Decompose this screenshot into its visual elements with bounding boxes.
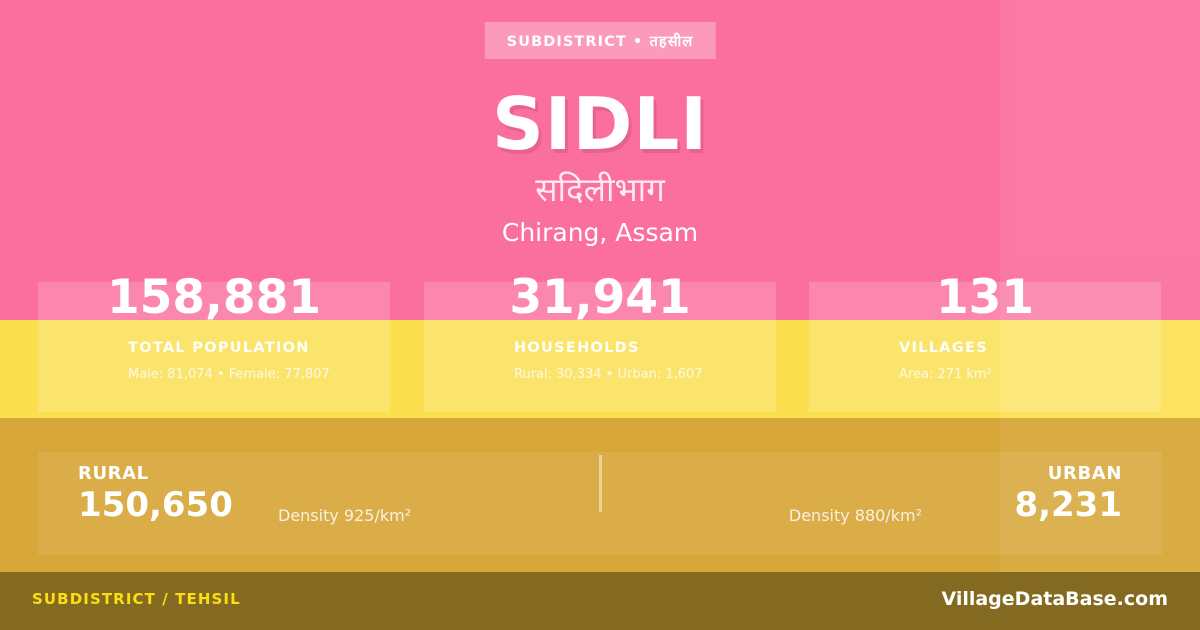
stat-card-total-population: 158,881 TOTAL POPULATION Male: 81,074 • … (38, 274, 390, 412)
stat-card-households: 31,941 HOUSEHOLDS Rural: 30,334 • Urban:… (424, 274, 776, 412)
urban-label: URBAN (1047, 463, 1122, 484)
urban-density: Density 880/km² (788, 506, 922, 525)
stat-sub: Rural: 30,334 • Urban: 1,607 (514, 367, 703, 382)
stat-label: VILLAGES (899, 340, 988, 356)
background-band-pink (0, 0, 1200, 320)
subdistrict-badge: SUBDISTRICT • तहसील (484, 22, 716, 59)
footer-site-name: VillageDataBase.com (941, 588, 1168, 610)
stat-value: 31,941 (509, 270, 691, 325)
background-panel-yellow-right (1000, 320, 1200, 418)
rural-urban-panel (38, 452, 1162, 555)
urban-value: 8,231 (1014, 485, 1122, 525)
location-subtitle: Chirang, Assam (501, 218, 699, 247)
background-band-yellow (0, 320, 1200, 418)
page-title: SIDLI (491, 82, 709, 166)
background-band-amber (0, 418, 1200, 572)
page-title-native: सदिलीभाग (535, 170, 665, 209)
stat-label: HOUSEHOLDS (514, 340, 640, 356)
stat-value: 131 (935, 270, 1035, 325)
footer-category-label: SUBDISTRICT / TEHSIL (32, 590, 241, 608)
stat-value: 158,881 (106, 270, 322, 325)
footer-bar (0, 572, 1200, 630)
stat-card-villages: 131 VILLAGES Area: 271 km² (809, 274, 1161, 412)
stat-sub: Male: 81,074 • Female: 77,807 (128, 367, 330, 382)
stat-label: TOTAL POPULATION (128, 340, 310, 356)
stat-sub: Area: 271 km² (899, 367, 992, 382)
rural-urban-divider (599, 455, 602, 512)
rural-label: RURAL (78, 463, 149, 484)
background-panel-amber-right (1000, 418, 1200, 572)
rural-value: 150,650 (78, 485, 233, 525)
rural-density: Density 925/km² (278, 506, 412, 525)
stat-card-group: 158,881 TOTAL POPULATION Male: 81,074 • … (0, 274, 1200, 412)
background-panel-pink-right (1000, 0, 1200, 320)
